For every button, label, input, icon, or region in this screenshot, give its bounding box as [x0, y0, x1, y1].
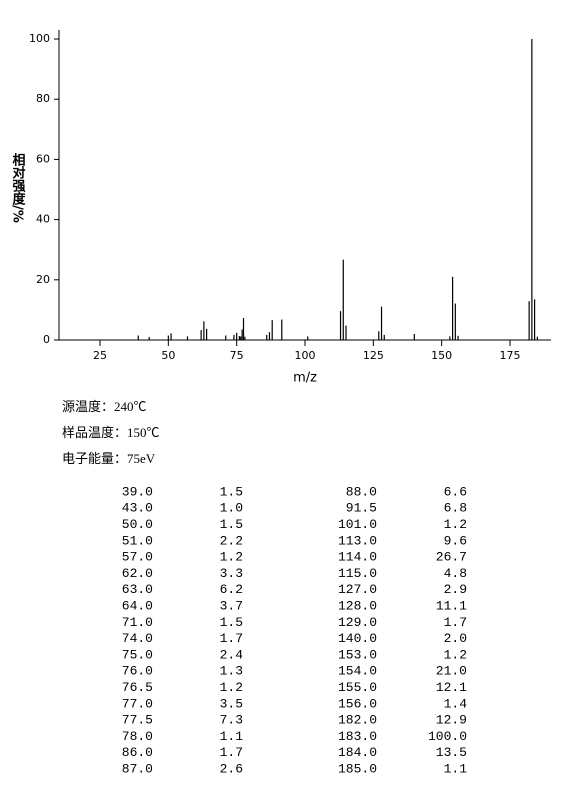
- table-cell: 21.0: [436, 664, 467, 679]
- table-cell: 3.3: [220, 566, 243, 581]
- table-cell: 1.5: [220, 517, 243, 532]
- info-line: 源温度：240℃: [62, 399, 147, 414]
- table-cell: 1.1: [220, 729, 244, 744]
- x-tick-label: 25: [93, 349, 107, 362]
- table-cell: 74.0: [122, 631, 153, 646]
- x-tick-label: 125: [363, 349, 384, 362]
- y-tick-label: 0: [43, 333, 50, 346]
- table-cell: 1.5: [220, 615, 243, 630]
- table-cell: 13.5: [436, 745, 467, 760]
- table-cell: 2.6: [220, 762, 243, 777]
- table-cell: 1.7: [220, 631, 243, 646]
- table-cell: 76.5: [122, 680, 153, 695]
- table-cell: 155.0: [338, 680, 377, 695]
- table-cell: 3.7: [220, 599, 243, 614]
- x-tick-label: 100: [295, 349, 316, 362]
- table-cell: 6.2: [220, 582, 243, 597]
- table-cell: 77.5: [122, 713, 153, 728]
- table-cell: 185.0: [338, 762, 377, 777]
- table-cell: 64.0: [122, 599, 153, 614]
- table-cell: 9.6: [444, 533, 467, 548]
- table-cell: 6.6: [444, 484, 467, 499]
- table-cell: 12.1: [436, 680, 467, 695]
- table-cell: 7.3: [220, 713, 243, 728]
- table-cell: 1.2: [220, 680, 243, 695]
- table-cell: 91.5: [346, 501, 377, 516]
- table-cell: 1.2: [444, 517, 467, 532]
- y-tick-label: 60: [36, 152, 50, 165]
- table-cell: 71.0: [122, 615, 153, 630]
- table-cell: 1.7: [220, 745, 243, 760]
- y-tick-label: 40: [36, 213, 50, 226]
- table-cell: 11.1: [436, 599, 467, 614]
- table-cell: 113.0: [338, 533, 377, 548]
- table-cell: 57.0: [122, 550, 153, 565]
- table-cell: 1.5: [220, 484, 243, 499]
- table-cell: 1.7: [444, 615, 467, 630]
- y-tick-label: 80: [36, 92, 50, 105]
- table-cell: 1.3: [220, 664, 243, 679]
- table-cell: 154.0: [338, 664, 377, 679]
- x-tick-label: 150: [431, 349, 452, 362]
- table-cell: 4.8: [444, 566, 467, 581]
- table-cell: 127.0: [338, 582, 377, 597]
- y-axis-label: 相对强度/%: [10, 153, 26, 223]
- table-cell: 39.0: [122, 484, 153, 499]
- table-cell: 75.0: [122, 647, 153, 662]
- x-tick-label: 175: [500, 349, 521, 362]
- y-tick-label: 100: [29, 32, 50, 45]
- table-cell: 114.0: [338, 550, 377, 565]
- table-cell: 1.4: [444, 696, 468, 711]
- table-cell: 51.0: [122, 533, 153, 548]
- x-tick-label: 50: [161, 349, 175, 362]
- table-cell: 182.0: [338, 713, 377, 728]
- table-cell: 129.0: [338, 615, 377, 630]
- table-cell: 77.0: [122, 696, 153, 711]
- table-cell: 100.0: [428, 729, 467, 744]
- table-cell: 1.2: [220, 550, 243, 565]
- table-cell: 128.0: [338, 599, 377, 614]
- table-cell: 43.0: [122, 501, 153, 516]
- table-cell: 12.9: [436, 713, 467, 728]
- table-cell: 1.2: [444, 647, 467, 662]
- table-cell: 156.0: [338, 696, 377, 711]
- table-cell: 140.0: [338, 631, 377, 646]
- table-cell: 3.5: [220, 696, 243, 711]
- table-cell: 87.0: [122, 762, 153, 777]
- info-line: 样品温度：150℃: [62, 425, 160, 440]
- table-cell: 115.0: [338, 566, 377, 581]
- table-cell: 76.0: [122, 664, 153, 679]
- table-cell: 78.0: [122, 729, 153, 744]
- table-cell: 62.0: [122, 566, 153, 581]
- table-cell: 184.0: [338, 745, 377, 760]
- table-cell: 86.0: [122, 745, 153, 760]
- table-cell: 63.0: [122, 582, 153, 597]
- table-cell: 1.0: [220, 501, 243, 516]
- table-cell: 153.0: [338, 647, 377, 662]
- table-cell: 26.7: [436, 550, 467, 565]
- table-cell: 50.0: [122, 517, 153, 532]
- x-axis-label: m/z: [293, 371, 317, 386]
- table-cell: 2.2: [220, 533, 243, 548]
- table-cell: 6.8: [444, 501, 467, 516]
- table-cell: 101.0: [338, 517, 377, 532]
- table-cell: 2.9: [444, 582, 467, 597]
- table-cell: 88.0: [346, 484, 377, 499]
- y-tick-label: 20: [36, 273, 50, 286]
- table-cell: 1.1: [444, 762, 468, 777]
- x-tick-label: 75: [230, 349, 244, 362]
- table-cell: 2.4: [220, 647, 244, 662]
- table-cell: 2.0: [444, 631, 467, 646]
- info-line: 电子能量：75eV: [62, 451, 156, 466]
- table-cell: 183.0: [338, 729, 377, 744]
